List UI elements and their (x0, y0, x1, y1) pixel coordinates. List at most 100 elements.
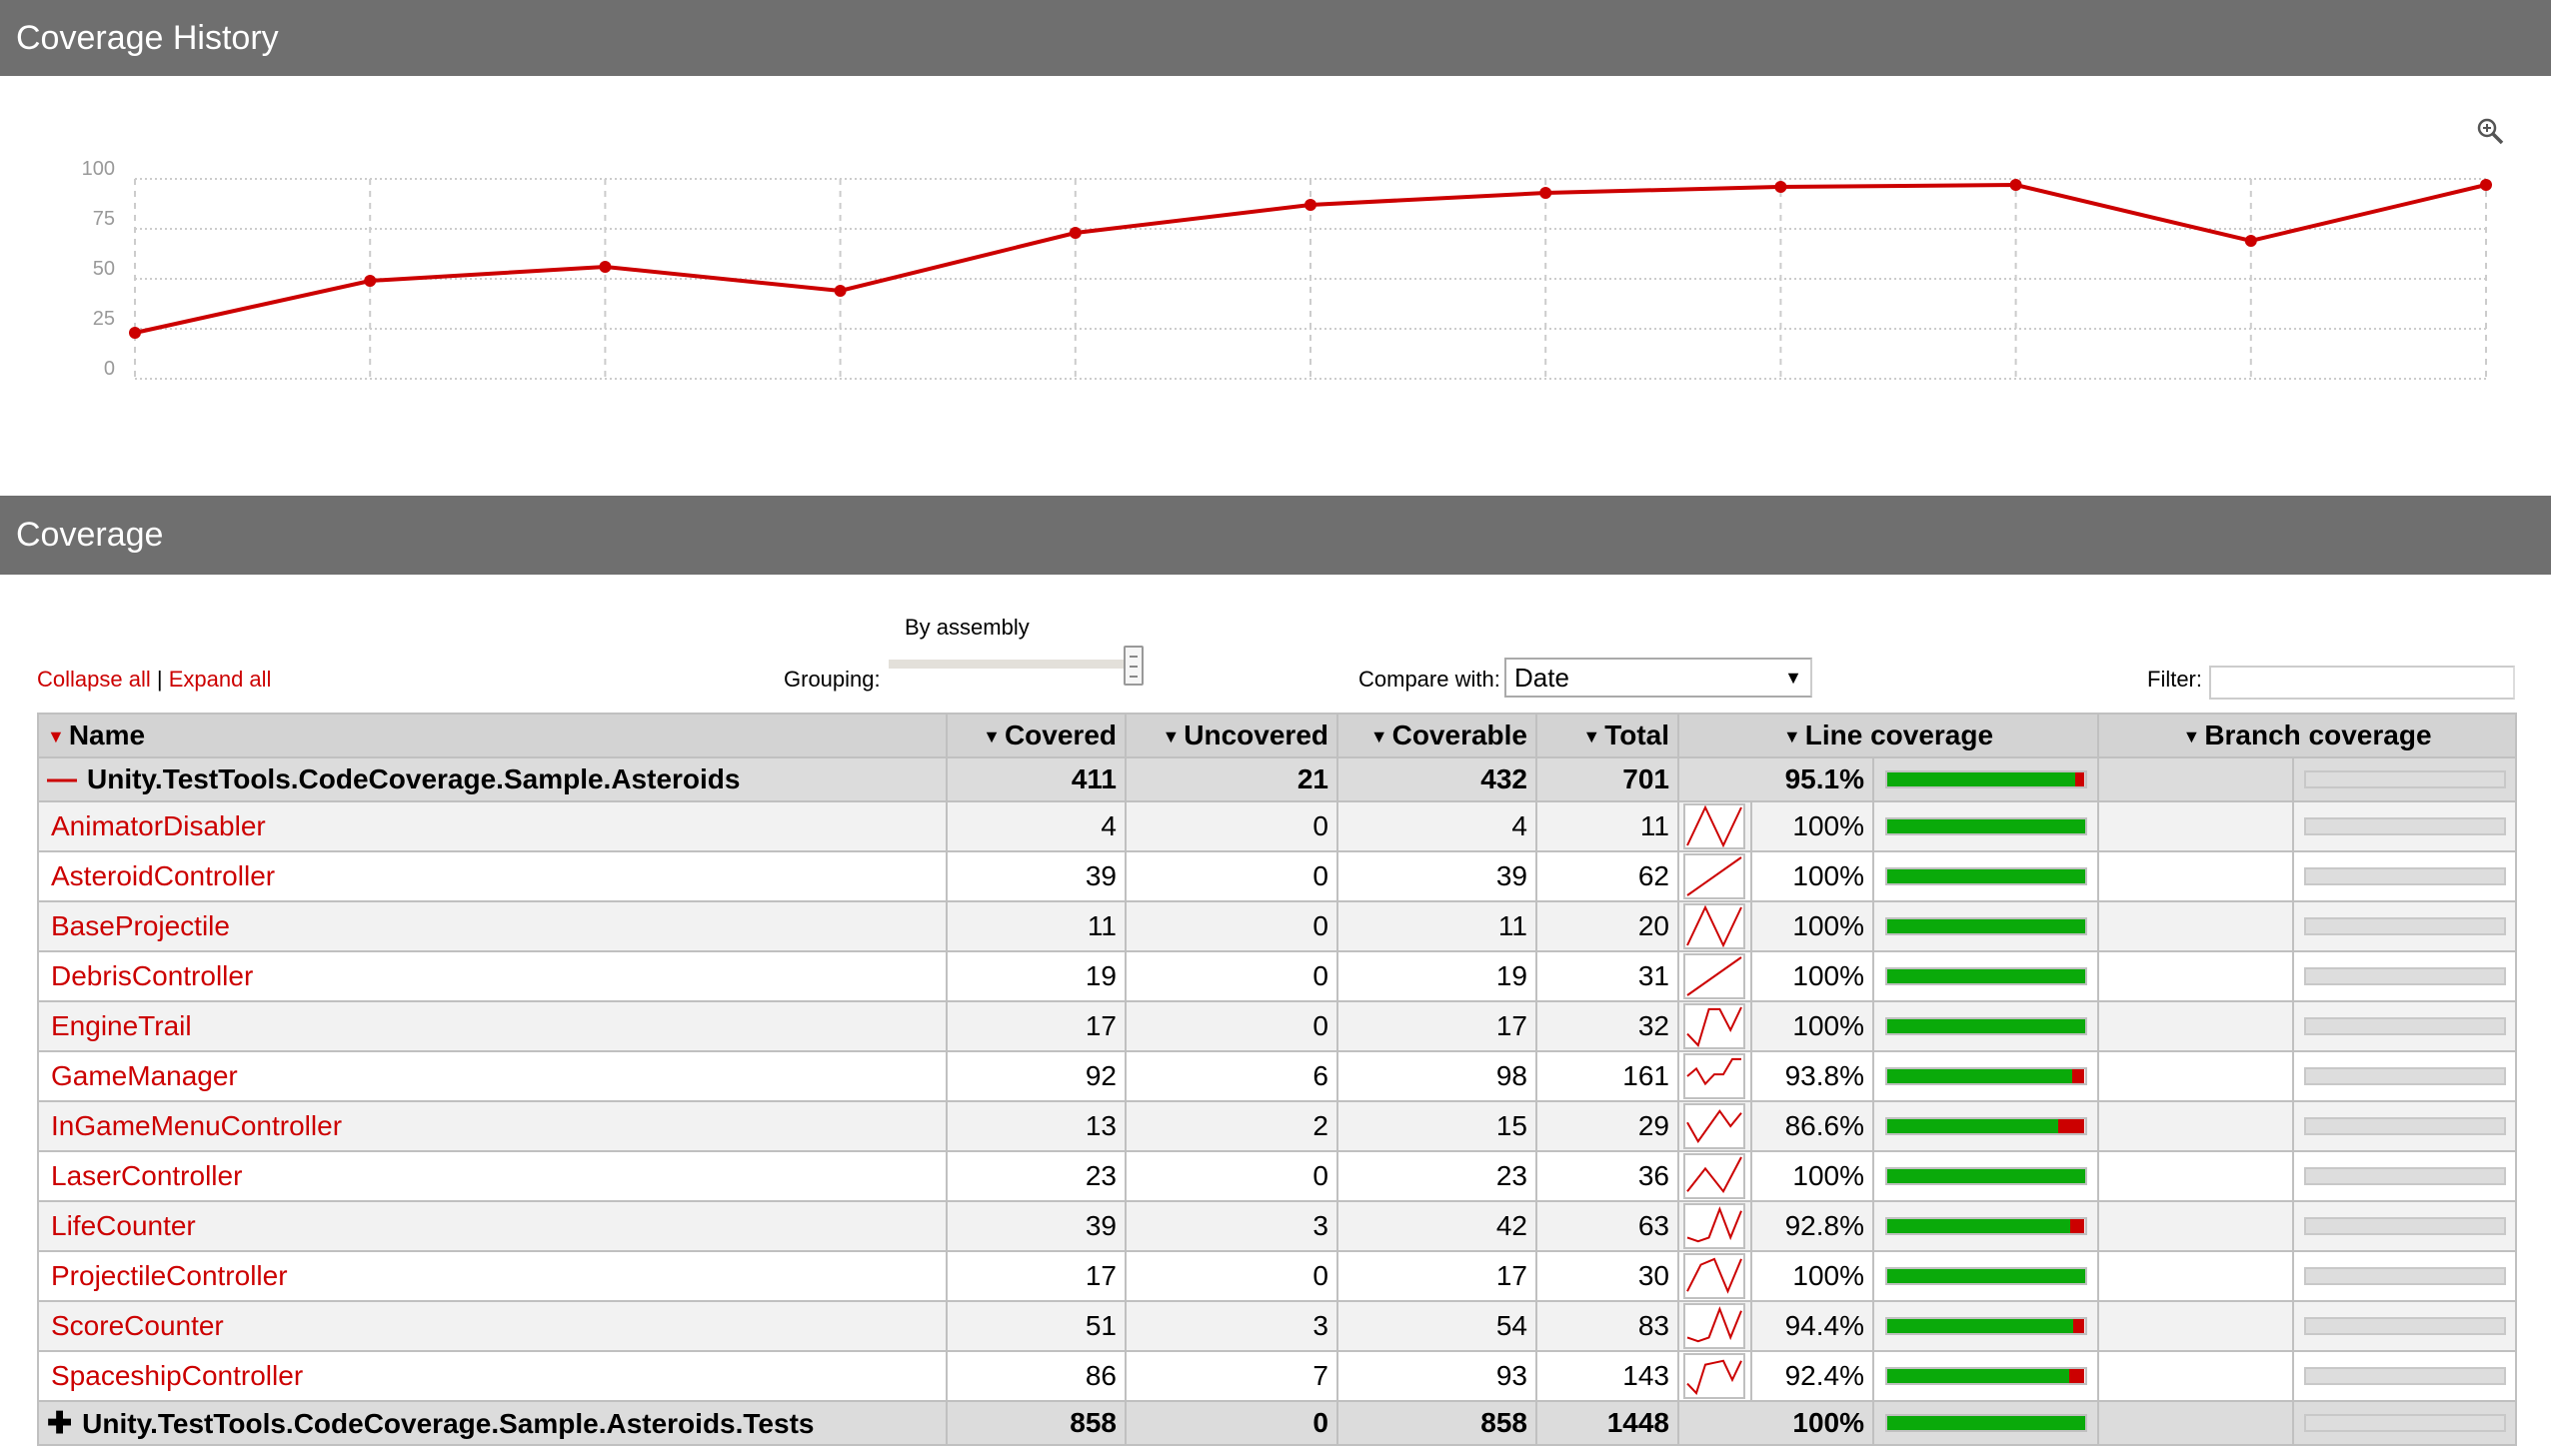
class-link[interactable]: LifeCounter (51, 1210, 196, 1241)
history-title: Coverage History (16, 18, 279, 57)
collapse-icon[interactable]: — (47, 762, 77, 795)
class-link[interactable]: ScoreCounter (51, 1310, 224, 1341)
coverable-value: 39 (1336, 850, 1537, 902)
expand-icon[interactable]: ✚ (47, 1406, 73, 1440)
dropdown-arrow-icon: ▼ (1784, 667, 1802, 688)
line-coverage-bar (1884, 867, 2087, 885)
line-coverage-bar (1884, 1317, 2087, 1335)
coverable-value: 858 (1336, 1400, 1537, 1446)
uncovered-value: 3 (1125, 1300, 1338, 1352)
coverage-sparkline (1683, 1303, 1745, 1349)
coverage-sparkline (1683, 1253, 1745, 1299)
data-point (1069, 227, 1082, 239)
coverable-value: 17 (1336, 1000, 1537, 1052)
col-line-coverage[interactable]: ▼ Line coverage (1677, 713, 2099, 758)
uncovered-value: 0 (1125, 800, 1338, 852)
class-row: LaserController 23 0 23 36 100% (37, 1150, 2518, 1202)
class-link[interactable]: DebrisController (51, 960, 254, 991)
col-total[interactable]: ▼ Total (1535, 713, 1679, 758)
y-tick-label: 75 (93, 208, 115, 230)
coverable-value: 15 (1336, 1100, 1537, 1152)
coverage-sparkline (1683, 953, 1745, 999)
covered-value: 858 (946, 1400, 1127, 1446)
uncovered-value: 7 (1125, 1350, 1338, 1402)
line-coverage-percent: 94.4% (1750, 1300, 1874, 1352)
coverable-value: 93 (1336, 1350, 1537, 1402)
grouping-slider-handle[interactable] (1124, 646, 1144, 686)
coverable-value: 19 (1336, 950, 1537, 1002)
line-coverage-bar (1884, 1117, 2087, 1135)
class-row: SpaceshipController 86 7 93 143 92.4% (37, 1350, 2518, 1402)
expand-all-link[interactable]: Expand all (168, 667, 272, 692)
class-link[interactable]: LaserController (51, 1160, 243, 1191)
assembly-name[interactable]: ✚ Unity.TestTools.CodeCoverage.Sample.Ast… (37, 1400, 948, 1446)
total-value: 32 (1535, 1000, 1679, 1052)
covered-value: 4 (946, 800, 1127, 852)
class-link[interactable]: AsteroidController (51, 860, 276, 891)
col-uncovered[interactable]: ▼ Uncovered (1125, 713, 1338, 758)
zoom-in-icon[interactable] (2475, 116, 2505, 146)
data-point (599, 261, 612, 273)
separator: | (156, 667, 163, 692)
assembly-name[interactable]: — Unity.TestTools.CodeCoverage.Sample.Ast… (37, 756, 948, 802)
total-value: 1448 (1535, 1400, 1679, 1446)
total-value: 63 (1535, 1200, 1679, 1252)
class-link[interactable]: SpaceshipController (51, 1360, 304, 1391)
data-point (364, 275, 377, 287)
class-link[interactable]: EngineTrail (51, 1010, 192, 1041)
col-branch-coverage[interactable]: ▼ Branch coverage (2096, 713, 2518, 758)
total-value: 83 (1535, 1300, 1679, 1352)
line-coverage-bar (1884, 817, 2087, 835)
uncovered-value: 0 (1125, 950, 1338, 1002)
y-tick-label: 25 (93, 308, 115, 330)
covered-value: 19 (946, 950, 1127, 1002)
collapse-all-link[interactable]: Collapse all (37, 667, 151, 692)
assembly-row[interactable]: ✚ Unity.TestTools.CodeCoverage.Sample.Ast… (37, 1400, 2518, 1446)
total-value: 36 (1535, 1150, 1679, 1202)
covered-value: 411 (946, 756, 1127, 802)
branch-coverage-bar (2303, 770, 2506, 788)
table-header: ▼ Name ▼ Covered ▼ Uncovered ▼ Coverable ▼ To… (37, 713, 2518, 758)
branch-coverage-bar (2303, 1317, 2506, 1335)
class-link[interactable]: GameManager (51, 1060, 238, 1091)
line-coverage-bar (1884, 1267, 2087, 1285)
class-link[interactable]: AnimatorDisabler (51, 810, 266, 841)
col-covered[interactable]: ▼ Covered (946, 713, 1127, 758)
filter-label: Filter: (2147, 667, 2202, 692)
line-coverage-percent: 100% (1750, 800, 1874, 852)
coverable-value: 17 (1336, 1250, 1537, 1302)
grouping-slider-track[interactable] (889, 660, 1134, 669)
sort-icon: ▼ (1369, 727, 1388, 747)
class-link[interactable]: InGameMenuController (51, 1110, 343, 1141)
covered-value: 17 (946, 1250, 1127, 1302)
branch-coverage-bar (2303, 867, 2506, 885)
coverable-value: 23 (1336, 1150, 1537, 1202)
sort-icon: ▼ (983, 727, 1001, 747)
line-coverage-bar (1884, 1167, 2087, 1185)
covered-value: 51 (946, 1300, 1127, 1352)
total-value: 31 (1535, 950, 1679, 1002)
uncovered-value: 0 (1125, 900, 1338, 952)
class-link[interactable]: ProjectileController (51, 1260, 288, 1291)
branch-coverage-bar (2303, 967, 2506, 985)
col-name[interactable]: ▼ Name (37, 713, 948, 758)
class-link[interactable]: BaseProjectile (51, 910, 230, 941)
compare-with-select[interactable]: Date ▼ (1504, 658, 1812, 698)
col-coverable[interactable]: ▼ Coverable (1336, 713, 1537, 758)
class-row: ScoreCounter 51 3 54 83 94.4% (37, 1300, 2518, 1352)
coverable-value: 432 (1336, 756, 1537, 802)
data-point (2009, 179, 2022, 191)
coverage-title: Coverage (16, 516, 164, 554)
class-row: ProjectileController 17 0 17 30 100% (37, 1250, 2518, 1302)
total-value: 701 (1535, 756, 1679, 802)
filter-input[interactable] (2209, 666, 2515, 700)
assembly-row[interactable]: — Unity.TestTools.CodeCoverage.Sample.Ast… (37, 756, 2518, 802)
covered-value: 92 (946, 1050, 1127, 1102)
covered-value: 23 (946, 1150, 1127, 1202)
coverage-history-chart: 0 25 50 75 100 (82, 158, 2492, 380)
line-coverage-bar (1884, 967, 2087, 985)
branch-coverage-bar (2303, 1117, 2506, 1135)
covered-value: 39 (946, 1200, 1127, 1252)
line-coverage-percent: 100% (1750, 950, 1874, 1002)
branch-coverage-bar (2303, 1217, 2506, 1235)
